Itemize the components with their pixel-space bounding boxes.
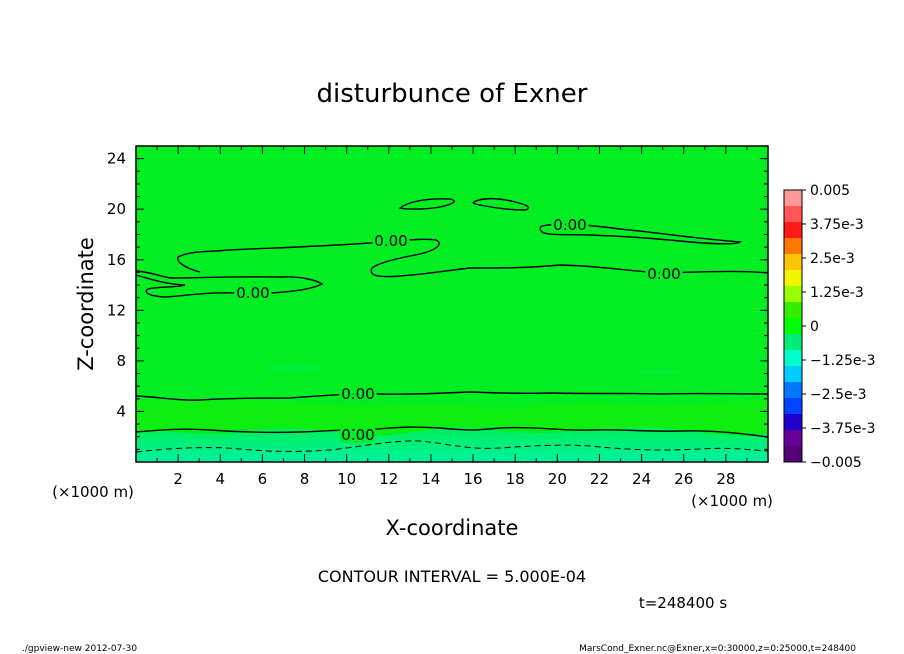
x-tick-label: 4 (215, 470, 225, 488)
footer-right: MarsCond_Exner.nc@Exner,x=0:30000,z=0:25… (579, 644, 856, 654)
colorbar-tick-label: −1.25e-3 (810, 353, 875, 369)
colorbar-swatch (784, 366, 802, 383)
footer-left: ./gpview-new 2012-07-30 (22, 644, 137, 654)
contour-label: 0.00 (553, 216, 586, 234)
x-tick-label: 28 (716, 470, 735, 488)
contour-line (135, 270, 324, 298)
colorbar-swatch (784, 382, 802, 399)
colorbar-swatch (784, 334, 802, 351)
contour-interval: CONTOUR INTERVAL = 5.000E-04 (318, 567, 586, 586)
colorbar-swatch (784, 238, 802, 255)
x-tick-label: 12 (379, 470, 398, 488)
x-tick-label: 20 (548, 470, 567, 488)
x-tick-label: 14 (421, 470, 440, 488)
x-tick-label: 16 (464, 470, 483, 488)
y-tick-label: 4 (116, 402, 126, 420)
y-tick-label: 24 (107, 150, 126, 168)
x-tick-label: 22 (590, 470, 609, 488)
x-axis: 2 4 6 8 10 12 14 16 18 20 22 24 26 28 (156, 146, 748, 488)
colorbar-swatch (784, 446, 802, 463)
contour-line (472, 197, 530, 211)
x-tick-label: 8 (300, 470, 310, 488)
y-tick-label: 12 (107, 301, 126, 319)
chart-title: disturbunce of Exner (317, 79, 588, 109)
contour-line-dashed (135, 440, 769, 453)
colorbar-tick-label: −2.5e-3 (810, 387, 867, 403)
y-tick-label: 8 (116, 352, 126, 370)
y-axis-label: Z-coordinate (74, 237, 98, 371)
colorbar-swatch (784, 414, 802, 431)
colorbar-swatch (784, 318, 802, 335)
x-tick-label: 18 (506, 470, 525, 488)
colorbar-swatch (784, 302, 802, 319)
colorbar-tick-label: 0.005 (810, 183, 850, 199)
colorbar-tick-label: 3.75e-3 (810, 217, 864, 233)
x-tick-label: 24 (632, 470, 651, 488)
contour-label: 0.00 (341, 426, 374, 444)
contour-line (539, 223, 742, 245)
colorbar-swatch (784, 270, 802, 287)
y-tick-label: 20 (107, 200, 126, 218)
contour-label: 0.00 (647, 265, 680, 283)
colorbar: 0.005 3.75e-3 2.5e-3 1.25e-3 0 −1.25e-3 −2.5e-… (783, 183, 875, 471)
contour-line (177, 238, 769, 278)
colorbar-swatch (784, 430, 802, 447)
colorbar-tick-label: 0 (810, 319, 819, 335)
colorbar-swatch (784, 206, 802, 223)
time-stamp: t=248400 s (639, 594, 727, 612)
contour-label: 0.00 (341, 385, 374, 403)
x-axis-label: X-coordinate (386, 516, 519, 540)
plot-area: 0.00 0.00 0.00 0.00 0.00 0.00 (135, 145, 769, 463)
contour-line (135, 391, 769, 401)
colorbar-swatch (784, 350, 802, 367)
faint-patch (265, 364, 325, 372)
x-tick-label: 10 (337, 470, 356, 488)
y-axis-unit: (×1000 m) (52, 483, 134, 501)
colorbar-swatch (784, 190, 802, 207)
x-tick-label: 6 (258, 470, 268, 488)
x-tick-label: 26 (674, 470, 693, 488)
y-axis: 4 8 12 16 20 24 (107, 150, 768, 450)
contour-label: 0.00 (236, 284, 269, 302)
x-tick-label: 2 (173, 470, 183, 488)
contour-label: 0.00 (374, 232, 407, 250)
colorbar-swatch (784, 254, 802, 271)
contour-line (135, 426, 769, 438)
colorbar-tick-label: −3.75e-3 (810, 421, 875, 437)
colorbar-tick-label: 2.5e-3 (810, 251, 855, 267)
y-tick-label: 16 (107, 251, 126, 269)
colorbar-swatch (784, 398, 802, 415)
colorbar-swatch (784, 286, 802, 303)
colorbar-tick-label: −0.005 (810, 455, 862, 471)
colorbar-swatch (784, 222, 802, 239)
low-level-band (136, 400, 768, 434)
near-surface-band (136, 426, 768, 462)
faint-patch (642, 369, 678, 375)
colorbar-tick-label: 1.25e-3 (810, 285, 864, 301)
contour-line (398, 198, 455, 210)
x-axis-unit: (×1000 m) (691, 492, 773, 510)
